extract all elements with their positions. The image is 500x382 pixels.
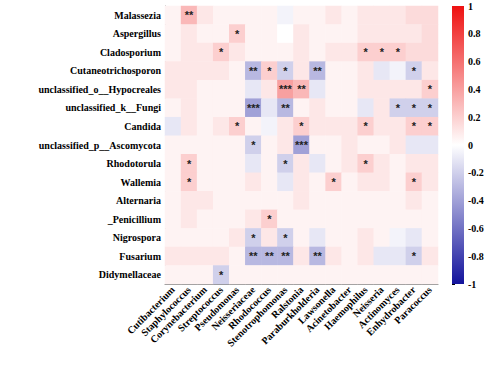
- svg-text:0.6: 0.6: [468, 56, 481, 67]
- svg-text:Didymellaceae: Didymellaceae: [99, 269, 162, 280]
- svg-text:*: *: [412, 65, 417, 77]
- svg-text:1: 1: [468, 1, 473, 12]
- svg-text:Fusarium: Fusarium: [119, 251, 161, 262]
- svg-text:-0.8: -0.8: [468, 251, 484, 262]
- svg-text:Paraburkholderia: Paraburkholderia: [259, 284, 322, 347]
- svg-text:*: *: [235, 28, 240, 40]
- svg-text:**: **: [313, 250, 322, 262]
- svg-text:Rhodococcus: Rhodococcus: [225, 284, 274, 332]
- svg-text:Streptococcus: Streptococcus: [175, 284, 226, 334]
- svg-text:Nigrospora: Nigrospora: [113, 232, 161, 243]
- svg-text:*: *: [267, 213, 272, 225]
- svg-text:*: *: [283, 232, 288, 244]
- svg-text:Wallemia: Wallemia: [120, 177, 161, 188]
- svg-text:*: *: [219, 46, 224, 58]
- svg-text:Neisseriaceae: Neisseriaceae: [209, 284, 258, 333]
- svg-text:Pseudomonas: Pseudomonas: [192, 284, 242, 334]
- svg-text:*: *: [219, 269, 224, 281]
- svg-text:**: **: [185, 9, 194, 21]
- svg-text:Cutibacterium: Cutibacterium: [124, 284, 177, 337]
- svg-text:*: *: [412, 250, 417, 262]
- svg-text:*: *: [283, 65, 288, 77]
- svg-text:*: *: [267, 65, 272, 77]
- svg-text:_Penicillium: _Penicillium: [107, 214, 162, 225]
- svg-text:*: *: [187, 176, 192, 188]
- svg-text:**: **: [249, 250, 258, 262]
- svg-text:Enhydrobacter: Enhydrobacter: [364, 284, 418, 338]
- svg-text:*: *: [412, 102, 417, 114]
- svg-text:Staphylococcus: Staphylococcus: [138, 284, 193, 339]
- svg-text:***: ***: [295, 139, 309, 151]
- svg-text:*: *: [364, 158, 369, 170]
- svg-text:0.2: 0.2: [468, 112, 481, 123]
- svg-text:Alternaria: Alternaria: [116, 195, 161, 206]
- svg-text:0.4: 0.4: [468, 84, 481, 95]
- svg-text:Actinomyces: Actinomyces: [355, 284, 402, 331]
- svg-text:*: *: [364, 120, 369, 132]
- svg-text:unclassified_p__Ascomycota: unclassified_p__Ascomycota: [39, 140, 161, 151]
- svg-text:*: *: [283, 158, 288, 170]
- svg-text:-0.2: -0.2: [468, 167, 484, 178]
- svg-text:**: **: [297, 83, 306, 95]
- svg-text:Corynebacterium: Corynebacterium: [147, 284, 209, 346]
- svg-text:Neisseria: Neisseria: [350, 284, 386, 320]
- svg-text:**: **: [281, 250, 290, 262]
- svg-text:Candida: Candida: [124, 121, 161, 132]
- svg-text:*: *: [380, 46, 385, 58]
- svg-text:*: *: [428, 120, 433, 132]
- svg-text:*: *: [364, 46, 369, 58]
- svg-text:*: *: [187, 158, 192, 170]
- svg-text:unclassified_o__Hypocreales: unclassified_o__Hypocreales: [38, 84, 161, 95]
- svg-text:*: *: [396, 102, 401, 114]
- svg-text:Ralstonia: Ralstonia: [269, 284, 306, 321]
- svg-text:unclassified_k__Fungi: unclassified_k__Fungi: [65, 102, 161, 113]
- svg-text:Aspergillus: Aspergillus: [113, 28, 161, 39]
- svg-text:*: *: [299, 120, 304, 132]
- svg-text:-0.6: -0.6: [468, 223, 484, 234]
- svg-text:*: *: [396, 46, 401, 58]
- svg-text:-0.4: -0.4: [468, 195, 484, 206]
- svg-text:Haemophilus: Haemophilus: [321, 284, 370, 332]
- svg-text:Stenotrophomonas: Stenotrophomonas: [224, 284, 290, 349]
- svg-text:**: **: [249, 65, 258, 77]
- svg-text:Acinetobacter: Acinetobacter: [303, 284, 354, 335]
- svg-text:***: ***: [247, 102, 261, 114]
- svg-text:0.8: 0.8: [468, 28, 481, 39]
- svg-text:-1: -1: [468, 279, 476, 290]
- svg-text:*: *: [428, 102, 433, 114]
- svg-text:Malassezia: Malassezia: [114, 10, 161, 21]
- svg-text:Paracoccus: Paracoccus: [392, 284, 434, 326]
- svg-text:*: *: [428, 83, 433, 95]
- svg-text:Cutaneotrichosporon: Cutaneotrichosporon: [70, 65, 161, 76]
- svg-text:Lawsonella: Lawsonella: [295, 284, 338, 326]
- svg-text:**: **: [281, 102, 290, 114]
- svg-text:*: *: [251, 232, 256, 244]
- svg-text:***: ***: [279, 83, 293, 95]
- svg-text:0: 0: [468, 140, 473, 151]
- svg-text:*: *: [412, 120, 417, 132]
- svg-text:**: **: [265, 250, 274, 262]
- svg-text:*: *: [251, 139, 256, 151]
- svg-text:**: **: [313, 65, 322, 77]
- svg-text:*: *: [331, 176, 336, 188]
- svg-text:Rhodotorula: Rhodotorula: [107, 158, 161, 169]
- svg-text:*: *: [235, 120, 240, 132]
- svg-text:Cladosporium: Cladosporium: [100, 47, 162, 58]
- svg-text:*: *: [412, 176, 417, 188]
